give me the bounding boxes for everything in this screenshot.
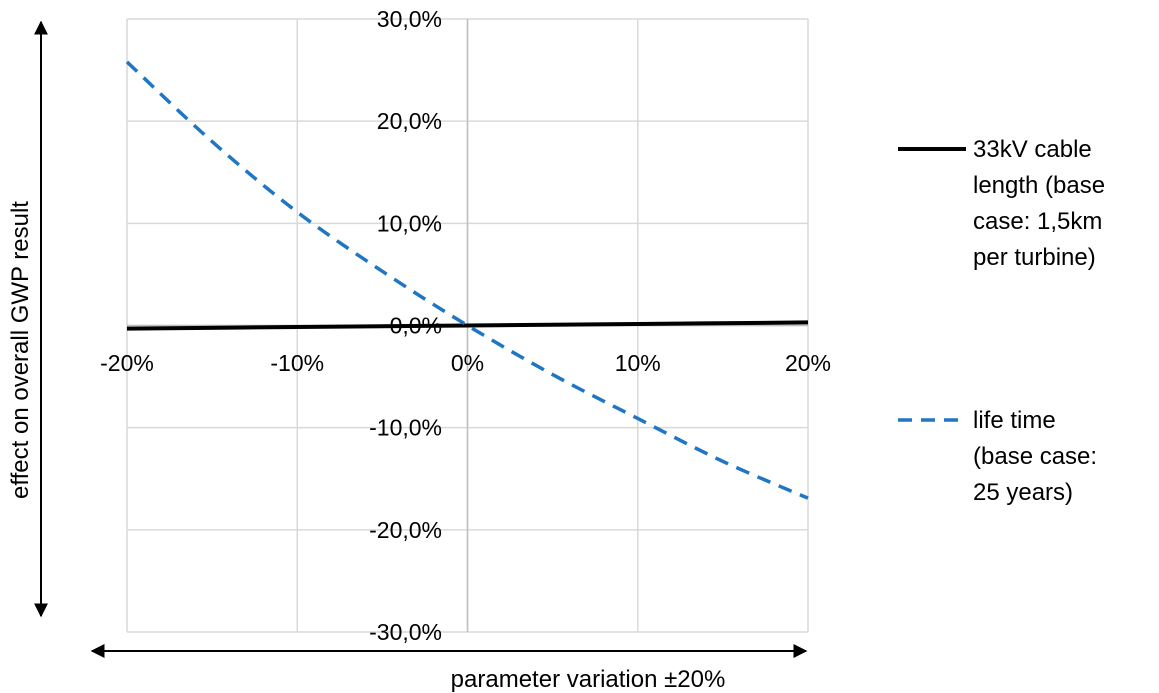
x-tick-label: 20% xyxy=(785,350,831,376)
series-lines xyxy=(125,60,809,500)
y-tick-label: -20,0% xyxy=(369,517,442,543)
x-tick-label: -20% xyxy=(100,350,154,376)
x-axis-title: parameter variation ±20% xyxy=(451,666,726,693)
legend-label-1: per turbine) xyxy=(973,244,1096,271)
y-tick-label: 20,0% xyxy=(377,108,442,134)
x-tick-label: -10% xyxy=(270,350,324,376)
legend-label-1: 33kV cable xyxy=(973,136,1092,163)
legend-label-2: 25 years) xyxy=(973,479,1073,506)
y-tick-label: 30,0% xyxy=(377,6,442,32)
legend-label-2: (base case: xyxy=(973,443,1097,470)
legend: 33kV cable length (base case: 1,5km per tur… xyxy=(898,136,1105,506)
tick-labels: 30,0% 20,0% 10,0% 0,0% -10,0% -20,0% -30,0% -20… xyxy=(100,6,831,645)
series-line-1 xyxy=(126,320,809,331)
y-tick-label: 10,0% xyxy=(377,210,442,236)
y-tick-label: -10,0% xyxy=(369,415,442,441)
y-tick-label: 0,0% xyxy=(390,313,442,339)
y-tick-label: -30,0% xyxy=(369,619,442,645)
legend-label-2: life time xyxy=(973,407,1056,434)
legend-label-1: length (base xyxy=(973,172,1105,199)
x-tick-label: 10% xyxy=(615,350,661,376)
legend-label-1: case: 1,5km xyxy=(973,208,1102,235)
y-axis-title: effect on overall GWP result xyxy=(7,201,34,499)
x-tick-label: 0% xyxy=(451,350,484,376)
series-line-2 xyxy=(125,60,809,500)
